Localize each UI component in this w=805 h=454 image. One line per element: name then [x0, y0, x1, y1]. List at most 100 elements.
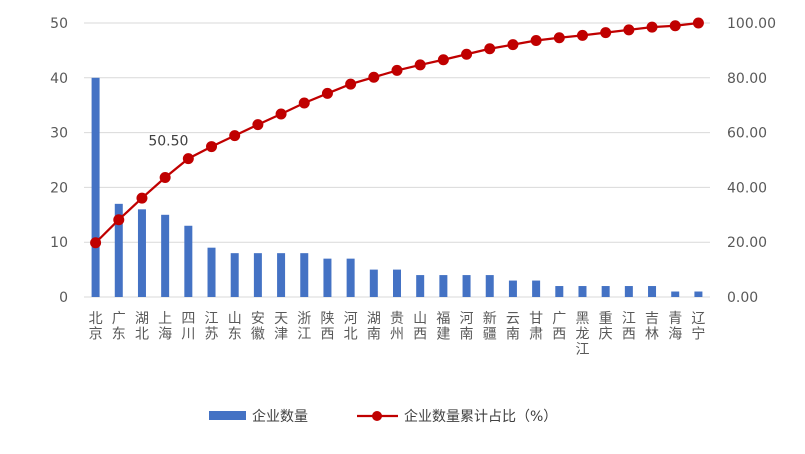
- category-label: 陕西: [320, 311, 334, 343]
- bar: [277, 253, 286, 297]
- left-tick-label: 20: [50, 180, 68, 196]
- line-point: [646, 21, 658, 33]
- line-point: [669, 20, 681, 32]
- category-label: 安徽: [251, 311, 265, 343]
- line-point: [298, 97, 310, 109]
- category-label: 广东: [112, 311, 126, 343]
- left-tick-label: 10: [50, 235, 68, 251]
- bar: [648, 286, 657, 297]
- bar: [601, 286, 610, 297]
- annotations: 50.50: [148, 134, 188, 150]
- line-point: [345, 78, 357, 90]
- line-point: [437, 54, 449, 66]
- bar: [532, 280, 541, 297]
- category-labels: 北京广东湖北上海四川江苏山东安徽天津浙江陕西河北湖南贵州山西福建河南新疆云南甘肃…: [89, 311, 706, 358]
- line-point: [368, 71, 380, 83]
- line-point: [623, 24, 635, 36]
- left-tick-label: 0: [59, 290, 68, 306]
- gridlines: [84, 22, 710, 243]
- line-point: [90, 237, 102, 249]
- left-tick-label: 40: [50, 71, 68, 87]
- category-label: 重庆: [599, 311, 613, 343]
- category-label: 云南: [506, 311, 520, 343]
- bar: [230, 253, 239, 297]
- line-point: [600, 27, 612, 39]
- right-tick-label: 20.00: [727, 235, 767, 251]
- right-tick-label: 0.00: [727, 290, 758, 306]
- legend: 企业数量 企业数量累计占比（%）: [209, 408, 557, 425]
- line-point: [692, 17, 704, 29]
- line-point: [229, 130, 241, 142]
- bar: [462, 275, 471, 297]
- legend-bar-swatch: [209, 411, 246, 420]
- category-label: 广西: [552, 311, 566, 343]
- bar: [161, 214, 170, 297]
- category-label: 山东: [228, 311, 242, 343]
- bar: [439, 275, 448, 297]
- line-point: [275, 108, 287, 120]
- category-label: 上海: [158, 311, 172, 343]
- bar: [508, 280, 517, 297]
- bar: [346, 258, 355, 297]
- bar: [184, 225, 193, 297]
- bar: [393, 269, 401, 297]
- line-point: [414, 59, 426, 71]
- category-label: 河北: [344, 311, 358, 343]
- category-label: 吉林: [645, 311, 659, 343]
- bar: [578, 286, 587, 297]
- legend-line-marker: [372, 411, 382, 421]
- bar: [91, 77, 100, 297]
- category-label: 甘肃: [529, 311, 543, 343]
- category-label: 黑龙江: [575, 311, 589, 358]
- legend-line-label: 企业数量累计占比（%）: [404, 408, 557, 425]
- right-tick-label: 40.00: [727, 180, 767, 196]
- category-label: 贵州: [390, 311, 404, 343]
- data-label: 50.50: [148, 134, 188, 150]
- bar: [323, 258, 332, 297]
- category-label: 江西: [622, 311, 636, 343]
- bar: [369, 269, 378, 297]
- right-tick-label: 80.00: [727, 71, 767, 87]
- category-label: 辽宁: [691, 311, 705, 343]
- line-point: [159, 172, 171, 184]
- line-point: [136, 192, 148, 204]
- left-axis-ticks: 0 10 20 30 40 50: [50, 16, 68, 306]
- bar: [671, 291, 680, 297]
- bar: [555, 286, 564, 297]
- right-tick-label: 100.00: [727, 16, 776, 32]
- category-label: 山西: [413, 311, 427, 343]
- category-label: 北京: [89, 311, 103, 343]
- line-point: [206, 141, 218, 153]
- line-point: [530, 35, 542, 47]
- category-label: 河南: [460, 311, 474, 343]
- category-label: 四川: [181, 311, 195, 343]
- right-axis-ticks: 0.00 20.00 40.00 60.00 80.00 100.00: [727, 16, 776, 306]
- left-tick-label: 50: [50, 16, 68, 32]
- bars: [91, 77, 703, 297]
- line-point: [576, 29, 588, 41]
- line-point: [182, 153, 194, 165]
- bar: [694, 291, 703, 297]
- category-label: 湖南: [367, 311, 381, 343]
- right-tick-label: 60.00: [727, 126, 767, 142]
- category-label: 江苏: [205, 311, 219, 343]
- cumulative-line: [90, 17, 704, 249]
- left-tick-label: 30: [50, 126, 68, 142]
- line-point: [484, 43, 496, 55]
- bar: [253, 253, 262, 297]
- category-label: 新疆: [483, 311, 497, 343]
- category-label: 天津: [274, 311, 288, 343]
- bar: [137, 209, 146, 297]
- bar: [416, 275, 425, 297]
- legend-bar-label: 企业数量: [252, 408, 308, 425]
- bar: [624, 286, 633, 297]
- bar: [114, 203, 123, 297]
- category-label: 浙江: [297, 311, 311, 343]
- line-point: [321, 87, 333, 99]
- line-point: [461, 48, 473, 60]
- line-point: [113, 214, 125, 226]
- category-label: 青海: [668, 311, 682, 343]
- line-point: [391, 64, 403, 76]
